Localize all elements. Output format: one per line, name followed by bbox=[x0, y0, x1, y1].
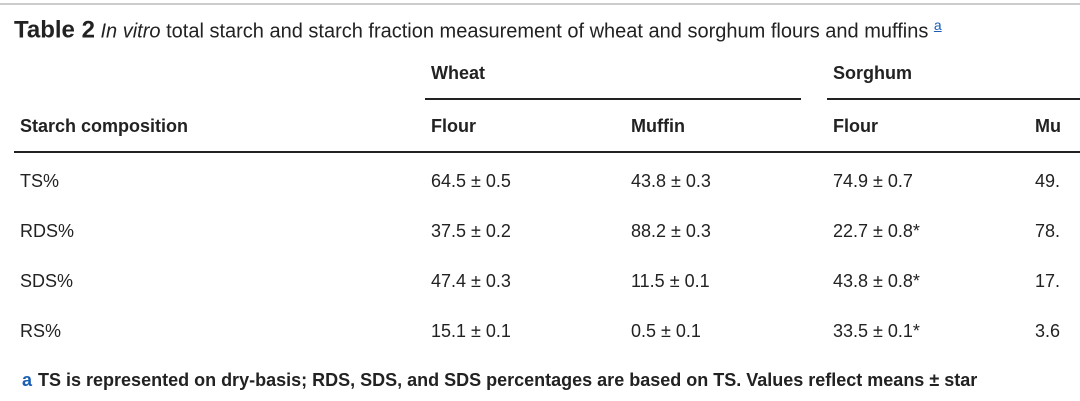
cell: 11.5 ± 0.1 bbox=[631, 271, 710, 291]
cell: 49. bbox=[1035, 171, 1061, 191]
title-italic: In vitro bbox=[100, 20, 161, 43]
header-rule bbox=[14, 151, 1080, 153]
row-label: TS% bbox=[20, 171, 60, 191]
group-header: Sorghum bbox=[833, 63, 912, 83]
group-rule bbox=[827, 98, 1080, 100]
column-header: Mu bbox=[1035, 116, 1061, 136]
cell: 17. bbox=[1035, 271, 1061, 291]
column-header: Flour bbox=[833, 116, 878, 136]
footnote-text: TS is represented on dry-basis; RDS, SDS… bbox=[38, 370, 978, 390]
cell: 88.2 ± 0.3 bbox=[631, 221, 711, 241]
cell: 47.4 ± 0.3 bbox=[431, 271, 511, 291]
footnote-ref[interactable]: a bbox=[933, 17, 942, 33]
cell: 43.8 ± 0.8* bbox=[833, 271, 920, 291]
cell: 37.5 ± 0.2 bbox=[431, 221, 511, 241]
footnote: a TS is represented on dry-basis; RDS, SD… bbox=[22, 369, 977, 391]
top-border bbox=[0, 3, 1080, 5]
cell: 74.9 ± 0.7 bbox=[833, 171, 913, 191]
footnote-marker[interactable]: a bbox=[22, 370, 33, 390]
group-rule bbox=[425, 98, 801, 100]
title-text: total starch and starch fraction measure… bbox=[166, 20, 929, 43]
column-header: Muffin bbox=[631, 116, 685, 136]
cell: 3.6 bbox=[1035, 321, 1061, 341]
table-title: Table 2 In vitro total starch and starch… bbox=[14, 10, 942, 47]
column-header: Flour bbox=[431, 116, 476, 136]
cell: 15.1 ± 0.1 bbox=[431, 321, 511, 341]
cell: 33.5 ± 0.1* bbox=[833, 321, 920, 341]
row-label: SDS% bbox=[20, 271, 74, 291]
group-header: Wheat bbox=[431, 63, 485, 83]
row-label: RDS% bbox=[20, 221, 75, 241]
cell: 22.7 ± 0.8* bbox=[833, 221, 920, 241]
cell: 43.8 ± 0.3 bbox=[631, 171, 711, 191]
row-label: RS% bbox=[20, 321, 62, 341]
cell: 78. bbox=[1035, 221, 1061, 241]
cell: 64.5 ± 0.5 bbox=[431, 171, 511, 191]
column-header: Starch composition bbox=[20, 116, 189, 136]
table-label: Table 2 bbox=[14, 16, 95, 44]
cell: 0.5 ± 0.1 bbox=[631, 321, 701, 341]
